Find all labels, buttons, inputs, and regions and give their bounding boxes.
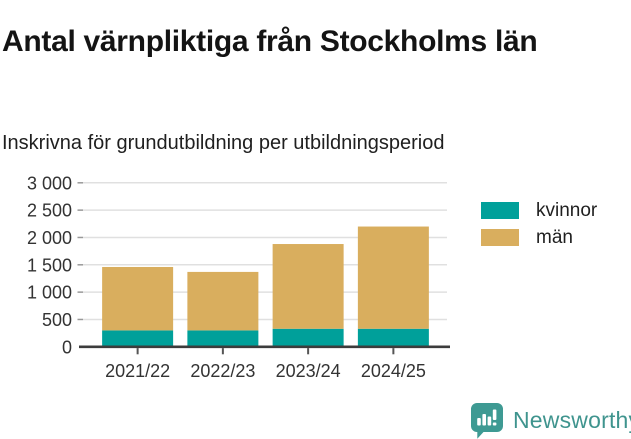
ytick-label-2000: 2 000 xyxy=(27,228,72,248)
legend-item-män: män xyxy=(481,226,597,248)
bar-kvinnor-2022/23 xyxy=(187,330,259,347)
bar-män-2021/22 xyxy=(102,266,174,331)
ytick-label-1000: 1 000 xyxy=(27,283,72,303)
legend-label: män xyxy=(536,226,573,248)
ytick-label-3000: 3 000 xyxy=(27,173,72,193)
chart-title: Antal värnpliktiga från Stockholms län xyxy=(2,25,538,59)
stacked-bar-chart: 0 500 1 000 1 500 2 000 2 500 3 000 2021/22 2022… xyxy=(27,173,450,381)
speech-bubble-shape xyxy=(471,403,503,439)
ytick-label-2500: 2 500 xyxy=(27,201,72,221)
ytick-label-0: 0 xyxy=(62,337,72,357)
newsworthy-brand: Newsworthy xyxy=(470,402,631,439)
chart-subtitle: Inskrivna för grundutbildning per utbild… xyxy=(2,132,445,154)
bar-kvinnor-2023/24 xyxy=(272,328,344,347)
legend-item-kvinnor: kvinnor xyxy=(481,199,598,221)
xtick-label-2023/24: 2023/24 xyxy=(276,361,341,381)
chart-legend: kvinnor män xyxy=(481,199,598,248)
xtick-label-2022/23: 2022/23 xyxy=(190,361,255,381)
bar-män-2024/25 xyxy=(357,226,429,329)
legend-swatch xyxy=(481,229,519,246)
ytick-label-500: 500 xyxy=(42,310,72,330)
bar-kvinnor-2021/22 xyxy=(102,330,174,347)
ytick-label-1500: 1 500 xyxy=(27,255,72,275)
bar-kvinnor-2024/25 xyxy=(357,328,429,347)
legend-label: kvinnor xyxy=(536,199,598,221)
newsworthy-brand-name: Newsworthy xyxy=(513,407,631,433)
bar-män-2023/24 xyxy=(272,244,344,329)
bar-män-2022/23 xyxy=(187,271,259,331)
legend-swatch xyxy=(481,202,519,219)
newsworthy-logo-icon xyxy=(471,403,503,439)
xtick-label-2024/25: 2024/25 xyxy=(361,361,426,381)
xtick-label-2021/22: 2021/22 xyxy=(105,361,170,381)
